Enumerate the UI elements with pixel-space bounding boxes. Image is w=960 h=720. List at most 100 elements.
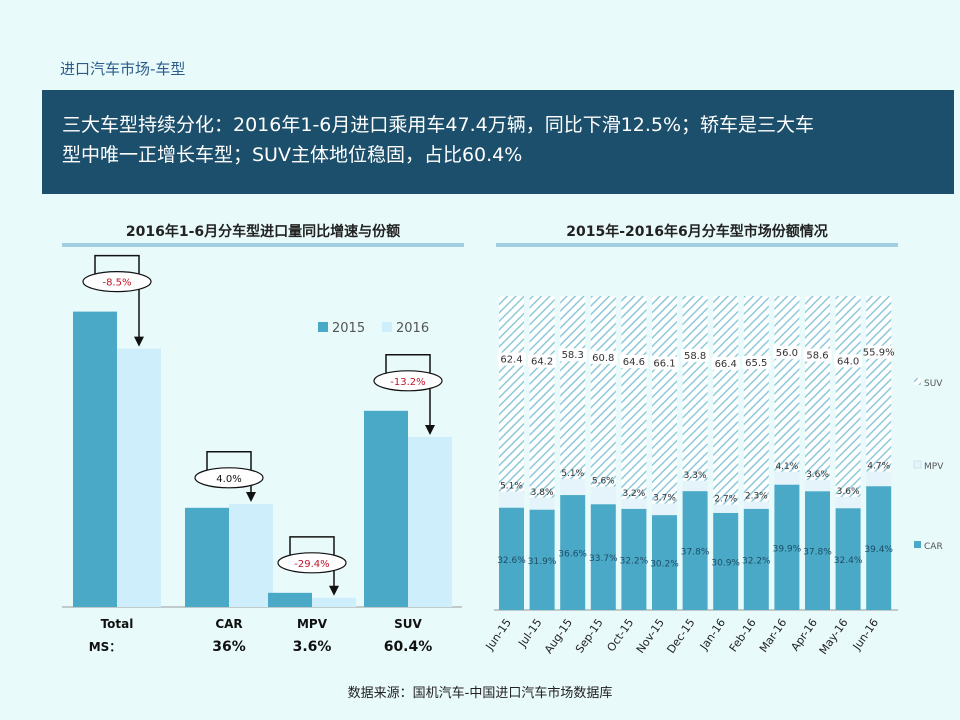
suv-label-bg: [772, 345, 801, 359]
car-share-label: 30.2%: [650, 560, 679, 570]
bar-segment-mpv: [560, 479, 586, 496]
growth-label-ellipse: [82, 271, 152, 293]
car-share-label: 33.7%: [589, 554, 618, 564]
bar-segment-mpv: [774, 471, 800, 485]
bar-2016-suv: [408, 436, 452, 607]
suv-label-bg: [742, 355, 771, 369]
x-tick-label: Nov-15: [634, 616, 667, 656]
legend-label-car: CAR: [924, 542, 943, 552]
car-share-label: 32.2%: [742, 556, 771, 566]
x-tick-label: Dec-15: [664, 616, 697, 656]
growth-label-ellipse: [277, 552, 347, 574]
mpv-share-label: 4.7%: [867, 462, 890, 472]
suv-share-label: 64.6: [623, 357, 645, 368]
growth-rate-label: -29.4%: [294, 559, 329, 570]
legend-swatch-suv: [914, 378, 921, 385]
car-share-label: 37.8%: [681, 548, 710, 558]
suv-share-label: 65.5: [745, 358, 767, 369]
growth-rate-label: -13.2%: [390, 377, 425, 388]
bar-segment-car: [529, 509, 555, 610]
mpv-share-label: 3.8%: [531, 488, 554, 498]
suv-share-label: 60.8: [592, 353, 614, 364]
suv-share-label: 55.9%: [863, 348, 895, 359]
suv-share-label: 58.8: [684, 351, 706, 362]
bar-segment-suv: [835, 296, 861, 497]
right-title-rule: [496, 243, 898, 247]
x-tick-label: Mar-16: [757, 616, 789, 655]
left-chart-title: 2016年1-6月分车型进口量同比增速与份额: [125, 224, 401, 240]
bar-segment-suv: [866, 296, 892, 472]
car-share-label: 39.9%: [773, 544, 802, 554]
bar-segment-car: [621, 508, 647, 610]
bar-segment-car: [590, 504, 616, 610]
left-title-rule: [62, 243, 464, 247]
bar-segment-suv: [743, 296, 769, 502]
bar-segment-suv: [682, 296, 708, 481]
bar-segment-mpv: [835, 496, 861, 509]
bar-2015-total: [73, 311, 117, 607]
x-tick-label: Jun-15: [483, 616, 514, 653]
x-tick-label: Apr-16: [788, 616, 819, 653]
x-tick-label: May-16: [817, 616, 851, 657]
car-share-label: 32.6%: [497, 556, 526, 566]
growth-arrow-head: [425, 424, 435, 435]
bar-segment-suv: [590, 296, 616, 487]
market-share-value: 3.6%: [293, 639, 332, 655]
car-share-label: 32.2%: [620, 556, 649, 566]
mpv-share-label: 5.1%: [561, 469, 584, 479]
bar-segment-car: [866, 486, 892, 610]
bar-2015-car: [185, 507, 229, 607]
bar-segment-mpv: [590, 486, 616, 505]
car-share-label: 32.4%: [834, 556, 863, 566]
suv-label-bg: [650, 356, 679, 370]
bar-segment-mpv: [682, 480, 708, 492]
bar-2015-mpv: [268, 592, 312, 607]
mpv-share-label: 3.6%: [837, 487, 860, 497]
legend-swatch-2015: [318, 322, 328, 332]
legend-swatch-2016: [382, 322, 392, 332]
bar-segment-suv: [805, 296, 830, 481]
suv-share-label: 62.4: [500, 355, 522, 366]
suv-label-bg: [834, 354, 863, 368]
mpv-share-label: 5.6%: [592, 477, 615, 487]
suv-label-bg: [711, 356, 740, 370]
x-tick-label: Feb-16: [727, 616, 759, 654]
car-share-label: 37.8%: [803, 548, 832, 558]
legend-label-suv: SUV: [924, 379, 943, 389]
market-share-value: 60.4%: [384, 639, 433, 655]
bar-segment-car: [713, 512, 739, 610]
mpv-share-label: 2.3%: [745, 492, 768, 502]
x-tick-label: Jan-16: [697, 616, 728, 653]
legend-label-mpv: MPV: [924, 462, 944, 472]
growth-arrow-head: [329, 585, 339, 596]
car-share-label: 39.4%: [864, 545, 893, 555]
bar-segment-car: [774, 484, 800, 610]
bar-segment-car: [560, 495, 586, 610]
x-tick-label: Sep-15: [573, 616, 606, 655]
mpv-share-label: 2.7%: [714, 494, 737, 504]
x-tick-label: Oct-15: [604, 616, 636, 654]
growth-connector: [385, 354, 431, 433]
suv-share-label: 66.1: [653, 359, 675, 370]
suv-share-label: 58.3: [562, 350, 584, 361]
bar-segment-mpv: [805, 480, 830, 492]
suv-label-bg: [558, 348, 587, 362]
suv-label-bg: [803, 348, 832, 362]
bar-segment-suv: [499, 296, 524, 492]
suv-share-label: 58.6: [806, 351, 828, 362]
mpv-share-label: 3.3%: [684, 471, 707, 481]
bar-segment-car: [652, 515, 677, 610]
mpv-share-label: 3.2%: [622, 489, 645, 499]
car-share-label: 31.9%: [528, 557, 557, 567]
bar-2016-mpv: [312, 597, 356, 607]
bar-segment-car: [743, 508, 769, 610]
mpv-share-label: 3.7%: [653, 494, 676, 504]
bar-2016-car: [229, 503, 273, 607]
bar-segment-mpv: [529, 497, 555, 510]
data-source-note: 数据来源：国机汽车-中国进口汽车市场数据库: [347, 686, 613, 701]
market-share-value: 36%: [212, 639, 246, 655]
legend-label-2016: 2016: [396, 321, 429, 336]
bar-segment-mpv: [621, 498, 647, 509]
growth-arrow-head: [246, 491, 256, 502]
x-tick-label: Jun-16: [850, 616, 881, 653]
